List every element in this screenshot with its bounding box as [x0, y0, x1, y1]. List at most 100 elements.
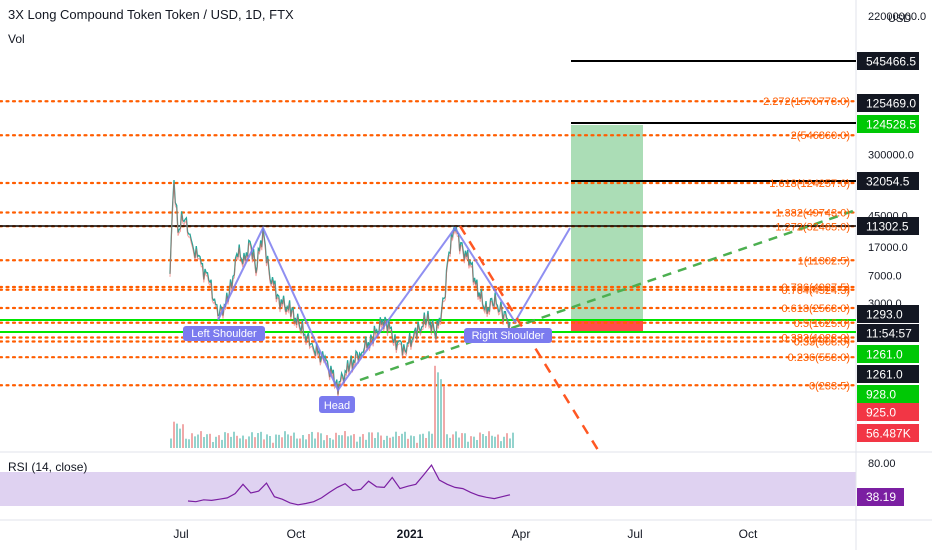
- volume-bar: [314, 438, 316, 448]
- price-badge-bg-1: [857, 94, 919, 112]
- volume-bar: [239, 438, 241, 448]
- stop-zone: [571, 321, 643, 332]
- volume-bar: [203, 437, 205, 448]
- volume-bar: [368, 432, 370, 448]
- fib-label-4: 1.272(32465.0): [775, 221, 850, 233]
- fib-label-5: 1(11302.5): [798, 255, 850, 267]
- fib-label-13: 0(233.5): [809, 380, 850, 392]
- price-badge-bg-8: [857, 365, 919, 383]
- volume-bar: [308, 434, 310, 448]
- volume-bar: [377, 432, 379, 448]
- volume-bar: [170, 438, 172, 448]
- volume-bar: [263, 439, 265, 448]
- time-axis-ticks: Jul Oct 2021 Apr Jul Oct: [173, 527, 758, 541]
- volume-bar: [422, 433, 424, 448]
- volume-bar: [479, 432, 481, 448]
- rsi-series: [187, 464, 511, 506]
- price-badge-bg-3: [857, 172, 919, 190]
- rsi-overbought-band: [0, 472, 856, 506]
- volume-bar: [404, 431, 406, 448]
- volume-bar: [485, 436, 487, 448]
- volume-bar: [173, 421, 175, 448]
- volume-bar: [332, 439, 334, 448]
- volume-bar: [341, 435, 343, 448]
- dashed-green-trendline: [359, 208, 857, 382]
- volume-bar: [251, 432, 253, 448]
- volume-label: Vol: [8, 32, 25, 46]
- price-badges: 545466.5 125469.0 124528.5 32054.5 11302.5 12…: [857, 52, 919, 442]
- volume-bar: [425, 437, 427, 448]
- volume-bar: [347, 436, 349, 448]
- volume-bar: [218, 435, 220, 448]
- volume-bar: [275, 434, 277, 448]
- volume-bar: [380, 435, 382, 448]
- price-badge-10: 925.0: [866, 406, 896, 420]
- price-badge-bg-4: [857, 217, 919, 235]
- fib-label-9: 0.5(1625.0): [794, 318, 850, 330]
- volume-bar: [488, 431, 490, 448]
- volume-bar: [512, 432, 514, 448]
- time-tick-4: Jul: [627, 527, 642, 541]
- volume-bar: [398, 436, 400, 448]
- time-tick-0: Jul: [173, 527, 188, 541]
- volume-bar: [272, 442, 274, 448]
- price-tick-2: 300000.0: [868, 150, 914, 162]
- volume-bar: [389, 437, 391, 448]
- volume-bar: [374, 438, 376, 448]
- price-badge-bg-5: [857, 305, 919, 323]
- volume-bar: [323, 440, 325, 448]
- price-badge-0: 545466.5: [866, 55, 916, 69]
- volume-bar: [497, 434, 499, 448]
- head-label: Head: [319, 396, 355, 413]
- price-badge-6: 11:54:57: [866, 327, 912, 341]
- volume-bar: [194, 436, 196, 448]
- svg-text:38.19: 38.19: [866, 490, 896, 504]
- price-badge-4: 11302.5: [866, 220, 909, 234]
- price-badge-2: 124528.5: [866, 118, 916, 132]
- svg-text:Right Shoulder: Right Shoulder: [472, 330, 545, 342]
- volume-bar: [236, 435, 238, 448]
- volume-bar: [206, 434, 208, 448]
- price-badge-bg-2: [857, 115, 919, 133]
- volume-bar: [233, 431, 235, 448]
- volume-bar: [503, 436, 505, 448]
- volume-bar: [329, 437, 331, 448]
- volume-bar: [182, 424, 184, 448]
- volume-bar: [416, 442, 418, 448]
- volume-bar: [290, 435, 292, 448]
- volume-bar: [392, 436, 394, 448]
- volume-bar: [176, 423, 178, 448]
- fib-label-11: 0.33(908.0): [794, 337, 850, 349]
- volume-bars: [170, 365, 514, 448]
- fibonacci-labels: 2.272(1570778.0) 2(546860.0) 1.618(124257.…: [763, 96, 850, 392]
- time-tick-3: Apr: [512, 527, 531, 541]
- volume-bar: [260, 431, 262, 448]
- volume-bar: [461, 433, 463, 448]
- right-shoulder-label: Right Shoulder: [464, 328, 552, 343]
- volume-bar: [395, 431, 397, 448]
- volume-bar: [356, 441, 358, 448]
- fib-label-2: 1.618(124257.0): [769, 178, 850, 190]
- volume-bar: [386, 435, 388, 448]
- time-tick-1: Oct: [287, 527, 306, 541]
- volume-bar: [215, 436, 217, 448]
- volume-bar: [371, 432, 373, 448]
- fibonacci-levels: [0, 100, 858, 387]
- volume-bar: [410, 435, 412, 448]
- time-tick-5: Oct: [739, 527, 758, 541]
- volume-bar: [467, 441, 469, 448]
- price-series-down: [169, 182, 511, 398]
- volume-bar: [440, 379, 442, 448]
- volume-bar: [266, 434, 268, 448]
- price-badge-bg-0: [857, 52, 919, 70]
- volume-bar: [464, 433, 466, 448]
- volume-bar: [482, 434, 484, 448]
- volume-bar: [335, 432, 337, 448]
- target-zone: [571, 125, 643, 321]
- volume-bar: [227, 433, 229, 448]
- volume-bar: [197, 434, 199, 448]
- volume-bar: [452, 434, 454, 448]
- volume-bar: [293, 432, 295, 448]
